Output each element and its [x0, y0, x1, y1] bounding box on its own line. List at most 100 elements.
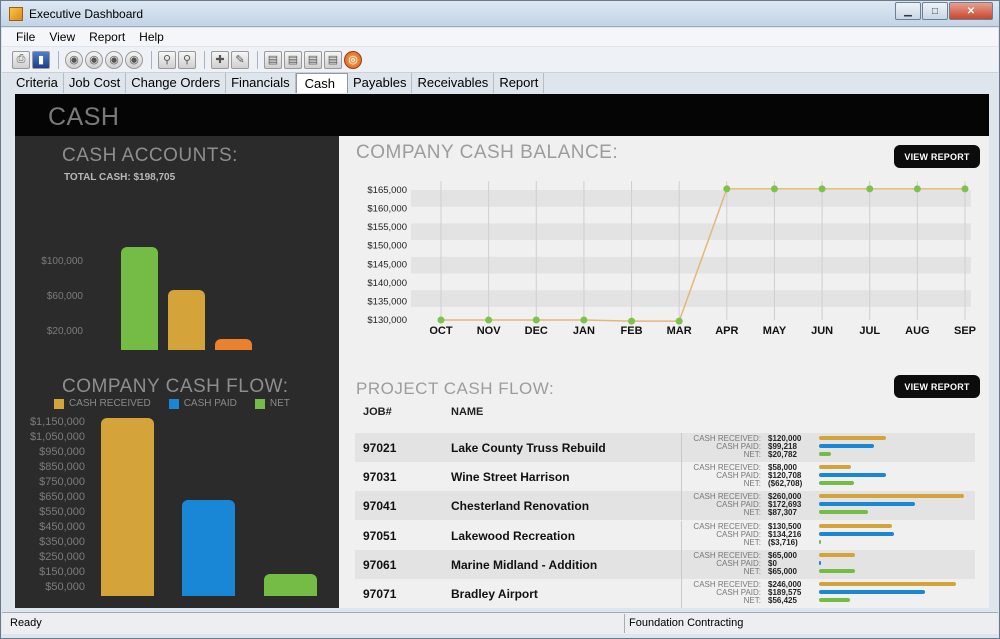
- project-cash-flow-view-report-button[interactable]: VIEW REPORT: [894, 375, 980, 398]
- y-tick-label: $160,000: [367, 204, 407, 215]
- value-net: ($62,708): [768, 479, 803, 489]
- menu-file[interactable]: File: [16, 30, 36, 44]
- tab-payables[interactable]: Payables: [348, 73, 413, 93]
- x-tick-label: FEB: [621, 325, 643, 337]
- grid-band: [411, 290, 971, 307]
- menu-view[interactable]: View: [49, 30, 76, 44]
- table-row[interactable]: 97041 Chesterland Renovation CASH RECEIVED…: [355, 491, 975, 521]
- add-icon[interactable]: ✚: [211, 50, 229, 69]
- grid-band: [411, 190, 971, 207]
- bar-net: [819, 568, 856, 573]
- row-divider: [681, 491, 682, 521]
- value-paid: $172,693: [768, 500, 802, 510]
- title-bar: Executive Dashboard ▁ □ ✕: [1, 1, 999, 27]
- bar-net: [819, 452, 831, 456]
- tab-financials[interactable]: Financials: [226, 73, 296, 93]
- table-row[interactable]: 97031 Wine Street Harrison CASH RECEIVED: C…: [355, 462, 975, 492]
- job-number: 97041: [363, 499, 397, 514]
- menu-report[interactable]: Report: [89, 30, 126, 44]
- job-name: Wine Street Harrison: [451, 470, 570, 485]
- label-net: NET:: [743, 450, 761, 459]
- target-icon[interactable]: ◎: [344, 50, 362, 69]
- tab-cash[interactable]: Cash: [295, 73, 348, 93]
- close-button[interactable]: ✕: [949, 2, 993, 20]
- label-received: CASH RECEIVED:: [693, 521, 761, 531]
- table-row[interactable]: 97071 Bradley Airport CASH RECEIVED: CASH P…: [355, 579, 975, 608]
- job-number: 97051: [363, 528, 397, 543]
- metric-values: $65,000 $0 $65,000: [768, 551, 818, 576]
- value-net: $87,307: [768, 508, 797, 518]
- cash-account-bar: [215, 338, 252, 350]
- row-divider: [681, 462, 682, 492]
- value-net: $65,000: [768, 566, 797, 576]
- y-tick-label: $140,000: [367, 278, 407, 289]
- cash-balance-point: [437, 316, 445, 324]
- value-net: $56,425: [768, 596, 797, 605]
- project-cash-flow-title: PROJECT CASH FLOW:: [356, 379, 555, 398]
- label-net: NET:: [743, 537, 761, 547]
- find-icon[interactable]: ⚲: [178, 50, 196, 69]
- label-net: NET:: [743, 566, 761, 576]
- tab-criteria[interactable]: Criteria: [11, 73, 64, 93]
- nav-last-icon[interactable]: ◉: [125, 50, 143, 69]
- metric-values: $58,000 $120,708 ($62,708): [768, 464, 818, 488]
- maximize-button[interactable]: □: [922, 2, 948, 20]
- bar-net: [819, 539, 822, 544]
- nav-prev-icon[interactable]: ◉: [85, 50, 103, 69]
- minimize-button[interactable]: ▁: [895, 2, 921, 20]
- tab-change-orders[interactable]: Change Orders: [126, 73, 227, 93]
- cash-accounts-title: CASH ACCOUNTS:: [62, 145, 238, 166]
- row-divider: [681, 579, 682, 608]
- tab-report[interactable]: Report: [494, 73, 545, 93]
- cash-balance-view-report-button[interactable]: VIEW REPORT: [894, 145, 980, 168]
- edit-icon[interactable]: ✎: [231, 50, 249, 69]
- table-row[interactable]: 97061 Marine Midland - Addition CASH RECEI…: [355, 549, 975, 579]
- doc2-icon[interactable]: ▤: [284, 50, 302, 69]
- cash-account-bar: [121, 246, 158, 350]
- bar-net: [819, 481, 854, 486]
- cash-panel: CASH CASH ACCOUNTS: TOTAL CASH: $198,705…: [15, 94, 989, 608]
- cash-balance-point: [532, 316, 540, 324]
- tab-job-cost[interactable]: Job Cost: [64, 73, 127, 93]
- cash-balance-title: COMPANY CASH BALANCE:: [356, 142, 619, 163]
- nav-first-icon[interactable]: ◉: [65, 50, 83, 69]
- x-tick-label: SEP: [954, 325, 976, 337]
- doc1-icon[interactable]: ▤: [264, 50, 282, 69]
- y-tick-label: $650,000: [39, 490, 85, 503]
- value-paid: $134,216: [768, 529, 802, 539]
- y-tick-label: $165,000: [367, 185, 407, 196]
- doc4-icon[interactable]: ▤: [324, 50, 342, 69]
- label-net: NET:: [743, 596, 761, 605]
- cash-balance-point: [866, 185, 874, 193]
- bar-paid: [819, 473, 887, 478]
- app-icon: [9, 7, 23, 21]
- cash-account-bar: [168, 289, 205, 350]
- search-icon[interactable]: ⚲: [158, 50, 176, 69]
- print-icon[interactable]: ⎙: [12, 50, 30, 69]
- job-name: Lake County Truss Rebuild: [451, 441, 606, 455]
- table-row[interactable]: 97051 Lakewood Recreation CASH RECEIVED: CA…: [355, 520, 975, 550]
- exit-icon[interactable]: ▮: [32, 50, 50, 69]
- table-row[interactable]: 97021 Lake County Truss Rebuild CASH RECEI…: [355, 433, 975, 462]
- job-name: Chesterland Renovation: [451, 499, 590, 514]
- bar-received: [819, 465, 852, 470]
- status-company: Foundation Contracting: [624, 614, 743, 633]
- label-received: CASH RECEIVED:: [693, 434, 761, 443]
- cash-balance-point: [675, 317, 683, 325]
- cash-flow-bar: [182, 499, 235, 596]
- doc3-icon[interactable]: ▤: [304, 50, 322, 69]
- y-tick-label: $60,000: [46, 290, 83, 302]
- value-paid: $120,708: [768, 471, 802, 481]
- status-ready: Ready: [10, 617, 42, 629]
- metric-labels: CASH RECEIVED: CASH PAID: NET:: [685, 581, 761, 605]
- job-number: 97071: [363, 587, 397, 601]
- y-tick-label: $450,000: [39, 520, 85, 533]
- bar-paid: [819, 531, 894, 536]
- value-net: $20,782: [768, 450, 797, 459]
- metric-labels: CASH RECEIVED: CASH PAID: NET:: [685, 435, 761, 459]
- tab-receivables[interactable]: Receivables: [412, 73, 495, 93]
- nav-next-icon[interactable]: ◉: [105, 50, 123, 69]
- job-number: 97021: [363, 441, 397, 455]
- menu-help[interactable]: Help: [139, 30, 164, 44]
